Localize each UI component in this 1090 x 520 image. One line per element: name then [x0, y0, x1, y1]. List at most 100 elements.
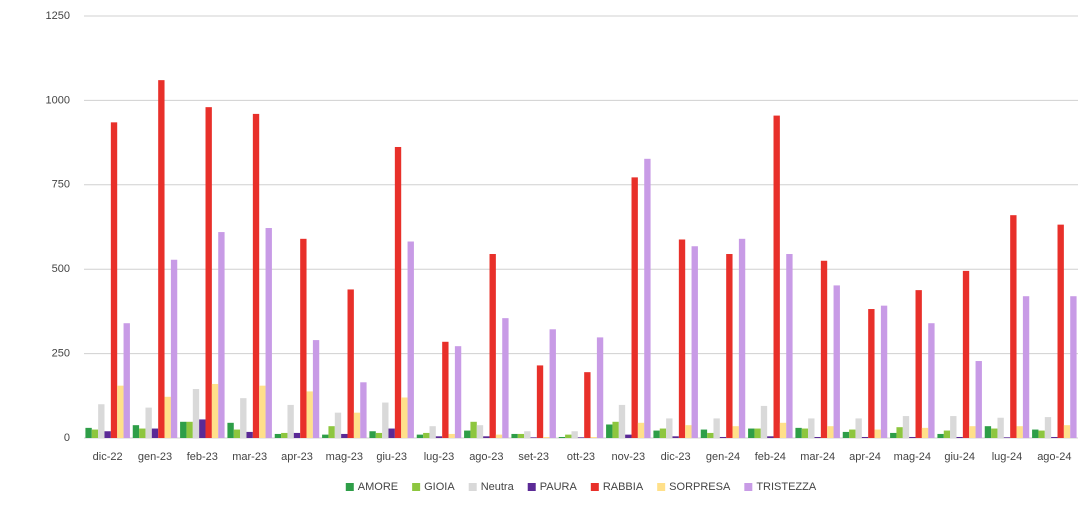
- bar: [123, 323, 130, 438]
- legend-swatch: [345, 483, 354, 491]
- bar: [186, 421, 193, 438]
- bar: [334, 412, 342, 438]
- bar: [517, 433, 525, 438]
- bar: [110, 122, 118, 439]
- x-tick-label: mag-24: [894, 451, 931, 463]
- bar: [713, 418, 720, 438]
- bar: [915, 290, 922, 438]
- bar: [754, 428, 761, 438]
- bar: [353, 412, 361, 438]
- bar: [902, 416, 910, 438]
- bar: [577, 437, 585, 438]
- bar: [880, 305, 888, 438]
- bar: [401, 397, 408, 438]
- bar: [707, 432, 714, 438]
- bar: [726, 254, 733, 438]
- bar: [199, 419, 206, 438]
- bar: [375, 432, 383, 438]
- bar: [192, 389, 200, 438]
- bar: [606, 424, 613, 438]
- bar: [849, 429, 856, 438]
- bar: [483, 436, 490, 438]
- bar: [495, 434, 503, 438]
- x-tick-label: apr-24: [849, 451, 881, 463]
- bar: [874, 429, 881, 438]
- y-tick-label: 250: [52, 348, 70, 360]
- bar: [795, 427, 802, 438]
- bar: [565, 434, 572, 438]
- bar: [132, 425, 140, 438]
- y-tick-label: 1250: [46, 10, 70, 22]
- y-tick-label: 750: [52, 179, 70, 191]
- x-tick-label: ott-23: [567, 451, 595, 463]
- bar: [937, 433, 944, 438]
- bar: [382, 402, 389, 438]
- bar: [117, 385, 124, 438]
- bar: [211, 383, 219, 438]
- bar: [524, 431, 531, 438]
- bar: [1022, 296, 1030, 438]
- bar: [341, 433, 348, 438]
- bar: [666, 418, 673, 438]
- bar: [511, 433, 518, 438]
- bar: [612, 421, 619, 438]
- legend-swatch: [527, 483, 536, 491]
- bar: [678, 239, 686, 438]
- bar: [1057, 224, 1064, 438]
- bar: [388, 428, 395, 438]
- bar: [246, 431, 253, 438]
- bar: [287, 404, 294, 438]
- x-tick-label: gen-24: [706, 451, 740, 463]
- bar: [536, 365, 544, 438]
- bar: [1003, 437, 1011, 438]
- bar: [423, 432, 430, 438]
- bar: [170, 259, 178, 438]
- bar: [180, 421, 187, 438]
- x-tick-label: giu-24: [944, 451, 975, 463]
- y-tick-label: 0: [64, 432, 70, 444]
- bar: [252, 113, 260, 439]
- bar: [328, 426, 335, 438]
- bar: [549, 329, 556, 438]
- bar: [956, 436, 963, 438]
- bar: [760, 405, 768, 438]
- bar: [104, 431, 111, 438]
- bar: [306, 391, 313, 438]
- bar: [691, 246, 698, 438]
- bar: [429, 426, 436, 438]
- bar: [98, 404, 105, 438]
- bar: [233, 429, 241, 438]
- bar: [842, 431, 850, 438]
- bar: [85, 427, 92, 438]
- bar: [442, 341, 449, 438]
- x-tick-label: dic-22: [93, 451, 123, 463]
- bar: [584, 372, 591, 438]
- legend-label: PAURA: [540, 481, 578, 493]
- bar: [820, 260, 828, 438]
- bar: [205, 107, 212, 438]
- bar: [300, 238, 307, 438]
- x-tick-label: lug-23: [424, 451, 455, 463]
- x-tick-label: nov-23: [612, 451, 646, 463]
- bar: [1010, 215, 1017, 438]
- bar: [454, 346, 462, 438]
- bar: [890, 432, 897, 438]
- bar: [91, 429, 99, 438]
- bar: [943, 430, 951, 438]
- bar: [502, 318, 509, 438]
- bar: [801, 428, 809, 438]
- bar: [637, 422, 645, 438]
- legend-label: GIOIA: [424, 481, 455, 493]
- bar: [489, 254, 496, 438]
- bar: [145, 407, 152, 438]
- bar: [360, 382, 367, 438]
- bar: [274, 433, 282, 438]
- bar: [984, 426, 992, 438]
- x-tick-label: mar-24: [800, 451, 835, 463]
- bar: [1038, 430, 1045, 438]
- legend-label: RABBIA: [603, 481, 644, 493]
- x-tick-label: ago-23: [469, 451, 503, 463]
- bar: [151, 428, 159, 438]
- x-tick-label: apr-23: [281, 451, 313, 463]
- x-tick-label: giu-23: [376, 451, 407, 463]
